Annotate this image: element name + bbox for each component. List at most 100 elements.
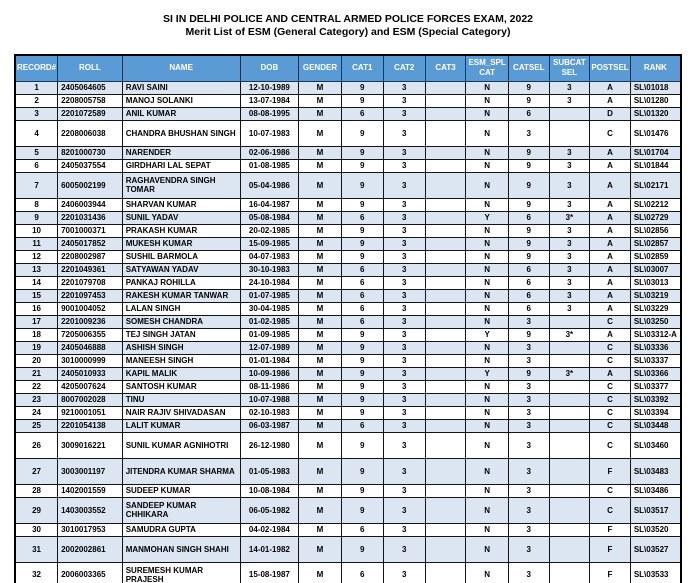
cell-name: JITENDRA KUMAR SHARMA [121,457,241,485]
cell-roll: 8007002028 [57,392,123,407]
cell-cat2: 3 [382,340,426,355]
cell-cat2: 3 [382,106,426,121]
cell-cat3 [424,379,467,394]
cell-dob: 30-04-1985 [239,301,300,316]
cell-esm-spl-cat: N [465,158,509,173]
table-row: 14 2201079708 PANKAJ ROHILLA 24-10-1984 M 6 3 N… [14,275,682,290]
cell-cat1: 9 [340,340,384,355]
cell-postsel: A [589,80,631,95]
cell-roll: 1402001559 [57,483,123,498]
cell-subcat-sel: 3 [548,275,591,290]
cell-record: 20 [14,353,59,368]
table-row: 24 9210001051 NAIR RAJIV SHIVADASAN 02-10-1… [14,405,682,420]
cell-esm-spl-cat: Y [465,366,509,381]
cell-postsel: C [589,431,631,459]
cell-gender: M [298,236,342,251]
cell-cat3 [424,210,467,225]
cell-name: SUREMESH KUMAR PRAJESH [121,561,241,583]
cell-postsel: A [589,301,631,316]
cell-record: 13 [14,262,59,277]
cell-postsel: A [589,327,631,342]
cell-postsel: A [589,145,631,160]
cell-cat2: 3 [382,275,426,290]
cell-rank: SL\03336 [629,340,682,355]
table-row: 2 2208005758 MANOJ SOLANKI 13-07-1984 M 9 3 N 9 3… [14,93,682,108]
document-header: SI IN DELHI POLICE AND CENTRAL ARMED POL… [0,0,696,39]
cell-cat3 [424,288,467,303]
cell-cat2: 3 [382,158,426,173]
table-body: 1 2405064605 RAVI SAINI 12-10-1989 M 9 3 N 9 3 A SL… [14,80,682,583]
cell-catsel: 9 [507,327,550,342]
cell-esm-spl-cat: N [465,418,509,433]
cell-gender: M [298,210,342,225]
cell-esm-spl-cat: N [465,535,509,563]
cell-subcat-sel [548,418,591,433]
cell-cat3 [424,197,467,212]
cell-postsel: A [589,171,631,199]
cell-cat3 [424,353,467,368]
cell-cat3 [424,249,467,264]
cell-dob: 01-08-1985 [239,158,300,173]
cell-dob: 15-08-1987 [239,561,300,583]
cell-dob: 01-09-1985 [239,327,300,342]
cell-dob: 30-10-1983 [239,262,300,277]
cell-dob: 01-05-1983 [239,457,300,485]
cell-cat2: 3 [382,197,426,212]
cell-roll: 4205007624 [57,379,123,394]
cell-catsel: 6 [507,106,550,121]
cell-esm-spl-cat: N [465,457,509,485]
cell-roll: 3010000999 [57,353,123,368]
cell-catsel: 3 [507,379,550,394]
cell-record: 31 [14,535,59,563]
table-row: 23 8007002028 TINU 10-07-1988 M 9 3 N 3 C SL\03392 [14,392,682,407]
cell-name: LALIT KUMAR [121,418,241,433]
cell-cat3 [424,327,467,342]
cell-cat3 [424,314,467,329]
cell-roll: 2406003944 [57,197,123,212]
cell-gender: M [298,314,342,329]
merit-list-subtitle: Merit List of ESM (General Category) and… [185,26,511,38]
table-row: 30 3010017953 SAMUDRA GUPTA 04-02-1984 M 6 3 N 3… [14,522,682,537]
cell-postsel: A [589,275,631,290]
cell-record: 21 [14,366,59,381]
cell-cat3 [424,457,467,485]
table-row: 20 3010000999 MANEESH SINGH 01-01-1984 M 9 3 N 3… [14,353,682,368]
cell-name: LALAN SINGH [121,301,241,316]
cell-record: 30 [14,522,59,537]
cell-record: 32 [14,561,59,583]
cell-esm-spl-cat: N [465,93,509,108]
cell-gender: M [298,223,342,238]
cell-rank: SL\03448 [629,418,682,433]
cell-cat2: 3 [382,483,426,498]
column-header-cat3: CAT3 [424,54,467,82]
cell-dob: 06-05-1982 [239,496,300,524]
cell-catsel: 9 [507,171,550,199]
cell-name: MANOJ SOLANKI [121,93,241,108]
cell-rank: SL\03460 [629,431,682,459]
cell-catsel: 3 [507,496,550,524]
cell-gender: M [298,327,342,342]
table-row: 5 8201000730 NARENDER 02-06-1986 M 9 3 N 9 3 A SL\0… [14,145,682,160]
cell-name: ANIL KUMAR [121,106,241,121]
cell-name: SAMUDRA GUPTA [121,522,241,537]
cell-record: 24 [14,405,59,420]
cell-roll: 2405017852 [57,236,123,251]
cell-catsel: 3 [507,535,550,563]
cell-cat3 [424,522,467,537]
cell-cat2: 3 [382,171,426,199]
cell-gender: M [298,197,342,212]
cell-catsel: 3 [507,392,550,407]
cell-rank: SL\02856 [629,223,682,238]
column-header-subcat-sel: SUBCAT SEL [548,54,591,82]
cell-esm-spl-cat: N [465,483,509,498]
cell-cat1: 9 [340,327,384,342]
cell-esm-spl-cat: N [465,392,509,407]
cell-cat1: 6 [340,561,384,583]
cell-name: PRAKASH KUMAR [121,223,241,238]
cell-subcat-sel [548,431,591,459]
cell-cat3 [424,80,467,95]
cell-cat2: 3 [382,379,426,394]
cell-catsel: 9 [507,197,550,212]
cell-postsel: F [589,561,631,583]
cell-roll: 7205006355 [57,327,123,342]
